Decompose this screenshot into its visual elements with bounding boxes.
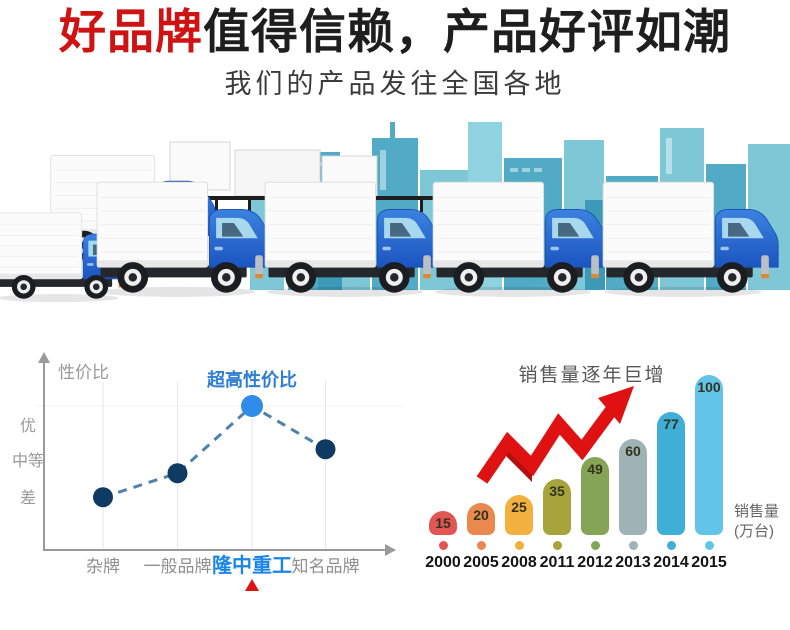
svg-text:隆中重工: 隆中重工	[212, 553, 292, 577]
svg-text:超高性价比: 超高性价比	[207, 369, 297, 390]
bar-dot	[552, 541, 562, 550]
bar: 77	[657, 412, 685, 535]
cost-performance-chart: 性价比优中等差 超高性价比杂牌 一般品牌 隆中重工 知名品牌	[12, 350, 420, 595]
bar-value-label: 15	[435, 515, 451, 531]
header: 好品牌值得信赖，产品好评如潮 我们的产品发往全国各地	[0, 0, 790, 101]
bar-value-label: 25	[511, 499, 527, 515]
bar-dot	[704, 541, 714, 550]
bar-category-label: 2012	[577, 554, 613, 571]
bar: 100	[695, 375, 723, 535]
bar: 49	[581, 457, 609, 535]
bar-category-label: 2005	[463, 554, 499, 571]
unit-label-line2: (万台)	[734, 522, 774, 540]
sales-bar-chart: 销售量逐年巨增 15 2000 20 2005 25 2008 35 2011 49 2012 60…	[420, 352, 790, 582]
svg-text:优: 优	[20, 417, 36, 435]
bar-category-label: 2015	[691, 554, 727, 571]
bar-value-label: 100	[697, 379, 721, 395]
bar: 20	[467, 503, 495, 535]
title-highlight: 好品牌	[59, 5, 203, 58]
unit-label: 销售量 (万台)	[734, 502, 779, 542]
bar: 15	[429, 511, 457, 535]
bar-category-label: 2014	[653, 554, 689, 571]
svg-text:一般品牌: 一般品牌	[144, 557, 212, 576]
bar-value-label: 20	[473, 507, 489, 523]
bar-category-label: 2011	[539, 554, 575, 571]
bar-chart-title: 销售量逐年巨增	[518, 365, 666, 386]
truck-scene-art	[0, 122, 790, 303]
svg-text:中等: 中等	[12, 452, 44, 470]
svg-text:性价比: 性价比	[58, 363, 109, 382]
bar: 25	[505, 495, 533, 535]
bar-dot	[590, 541, 600, 550]
bar-dot	[666, 541, 676, 550]
svg-text:知名品牌: 知名品牌	[292, 557, 360, 576]
bar: 35	[543, 479, 571, 535]
bar-value-label: 60	[625, 443, 641, 459]
bar-category-label: 2008	[501, 554, 537, 571]
bar-value-label: 77	[663, 416, 679, 432]
page-subtitle: 我们的产品发往全国各地	[224, 69, 566, 100]
bar-dot	[438, 541, 448, 550]
bar-category-label: 2000	[425, 554, 461, 571]
title-rest: 值得信赖，产品好评如潮	[203, 5, 731, 58]
bar-value-label: 49	[587, 461, 603, 477]
page-title: 好品牌值得信赖，产品好评如潮	[0, 0, 790, 59]
bar-dot	[476, 541, 486, 550]
svg-text:差: 差	[20, 489, 36, 507]
unit-label-line1: 销售量	[734, 503, 780, 520]
bar: 60	[619, 439, 647, 535]
svg-text:杂牌: 杂牌	[86, 557, 120, 576]
truck-scene	[0, 108, 790, 348]
bar-category-label: 2013	[615, 554, 651, 571]
bar-dot	[628, 541, 638, 550]
bar-chart-bars: 15 2000 20 2005 25 2008 35 2011 49 2012 60 2013 77 20…	[420, 352, 790, 582]
bar-value-label: 35	[549, 483, 565, 499]
bar-dot	[514, 541, 524, 550]
